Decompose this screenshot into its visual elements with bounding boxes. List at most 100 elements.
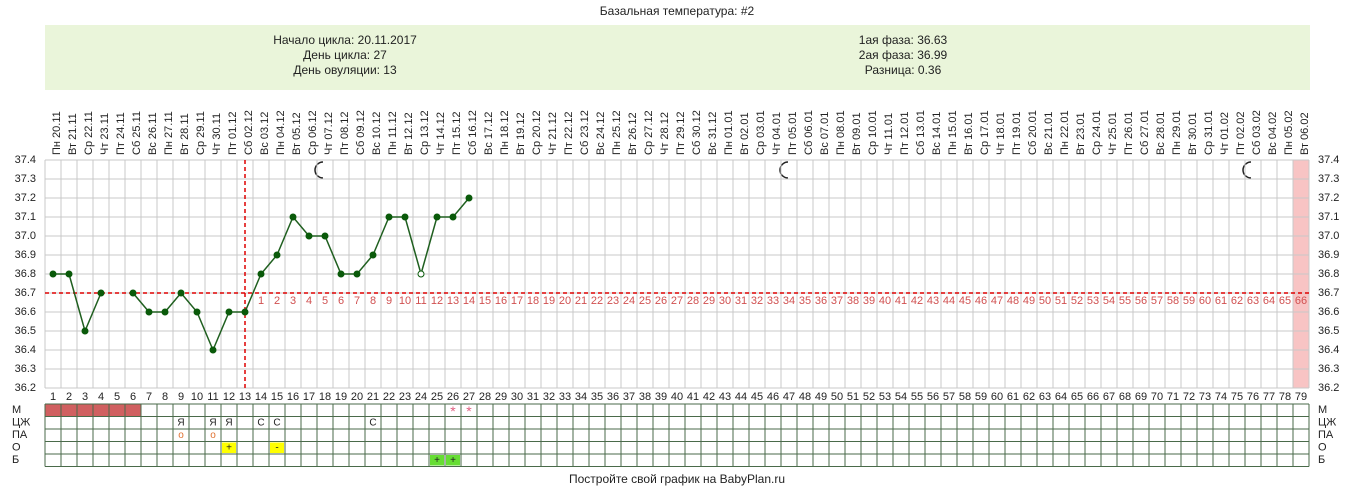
day-number: 27 bbox=[463, 391, 475, 403]
date-label: Сб 13.01 bbox=[915, 110, 927, 155]
date-label: Сб 06.01 bbox=[803, 110, 815, 155]
date-label: Вт 23.01 bbox=[1075, 112, 1087, 155]
date-label: Пн 11.12 bbox=[387, 111, 399, 155]
post-ovulation-day: 23 bbox=[607, 295, 619, 307]
y-tick-label: 36.9 bbox=[15, 249, 36, 261]
temperature-point bbox=[145, 308, 153, 316]
day-number: 1 bbox=[50, 391, 56, 403]
filled-cell bbox=[125, 404, 141, 417]
day-number: 61 bbox=[1007, 391, 1019, 403]
post-ovulation-day: 22 bbox=[591, 295, 603, 307]
post-ovulation-day: 32 bbox=[751, 295, 763, 307]
day-number: 75 bbox=[1231, 391, 1243, 403]
temperature-point bbox=[369, 251, 377, 259]
y-tick-label-right: 36.5 bbox=[1318, 325, 1339, 337]
date-label: Вс 28.01 bbox=[1155, 112, 1167, 155]
date-label: Ср 29.11 bbox=[195, 111, 207, 155]
filled-cell bbox=[93, 404, 109, 417]
date-label: Вт 21.11 bbox=[67, 113, 79, 155]
day-number: 50 bbox=[831, 391, 843, 403]
y-tick-label: 36.7 bbox=[15, 287, 36, 299]
post-ovulation-day: 2 bbox=[274, 295, 280, 307]
post-ovulation-day: 57 bbox=[1151, 295, 1163, 307]
post-ovulation-day: 60 bbox=[1199, 295, 1211, 307]
date-label: Вс 14.01 bbox=[931, 112, 943, 155]
day-number: 29 bbox=[495, 391, 507, 403]
post-ovulation-day: 50 bbox=[1039, 295, 1051, 307]
day-number: 69 bbox=[1135, 391, 1147, 403]
post-ovulation-day: 38 bbox=[847, 295, 859, 307]
temperature-point bbox=[241, 308, 249, 316]
day-number: 17 bbox=[303, 391, 315, 403]
day-number: 51 bbox=[847, 391, 859, 403]
date-label: Сб 02.12 bbox=[243, 110, 255, 155]
day-number: 33 bbox=[559, 391, 571, 403]
date-label: Вт 19.12 bbox=[515, 112, 527, 155]
y-tick-label: 36.3 bbox=[15, 363, 36, 375]
day-number: 16 bbox=[287, 391, 299, 403]
temperature-point bbox=[449, 213, 457, 221]
date-label: Пн 15.01 bbox=[947, 110, 959, 155]
cell-bg bbox=[430, 455, 444, 466]
day-number: 43 bbox=[719, 391, 731, 403]
date-label: Сб 09.12 bbox=[355, 110, 367, 155]
row-label: О bbox=[12, 442, 21, 454]
day-number: 5 bbox=[114, 391, 120, 403]
day-number: 49 bbox=[815, 391, 827, 403]
day-number: 68 bbox=[1119, 391, 1131, 403]
post-ovulation-day: 4 bbox=[306, 295, 312, 307]
day-number: 66 bbox=[1087, 391, 1099, 403]
post-ovulation-day: 5 bbox=[322, 295, 328, 307]
date-label: Пт 12.01 bbox=[899, 111, 911, 155]
day-number: 3 bbox=[82, 391, 88, 403]
row-label-right: М bbox=[1318, 404, 1327, 416]
post-ovulation-day: 64 bbox=[1263, 295, 1275, 307]
cell-text: С bbox=[273, 417, 280, 428]
day-number: 11 bbox=[207, 391, 218, 403]
day-number: 13 bbox=[239, 391, 251, 403]
day-number: 48 bbox=[799, 391, 811, 403]
y-tick-label-right: 37.1 bbox=[1318, 211, 1339, 223]
temperature-point bbox=[321, 232, 329, 240]
filled-cell bbox=[109, 404, 125, 417]
post-ovulation-day: 63 bbox=[1247, 295, 1259, 307]
y-tick-label-right: 37.4 bbox=[1318, 154, 1339, 166]
day-number: 21 bbox=[367, 391, 379, 403]
date-label: Ср 17.01 bbox=[979, 110, 991, 155]
post-ovulation-day: 58 bbox=[1167, 295, 1179, 307]
post-ovulation-day: 36 bbox=[815, 295, 827, 307]
y-tick-label-right: 36.6 bbox=[1318, 306, 1339, 318]
date-label: Сб 27.01 bbox=[1139, 110, 1151, 155]
date-label: Вс 03.12 bbox=[259, 112, 271, 155]
info-right: Разница: 0.36 bbox=[865, 63, 942, 77]
cell-text: С bbox=[369, 417, 376, 428]
day-number: 73 bbox=[1199, 391, 1211, 403]
date-label: Вс 07.01 bbox=[819, 112, 831, 155]
post-ovulation-day: 9 bbox=[386, 295, 392, 307]
moons bbox=[314, 161, 1252, 179]
temperature-point bbox=[337, 270, 345, 278]
date-label: Пн 29.01 bbox=[1171, 110, 1183, 155]
date-label: Вс 31.12 bbox=[707, 112, 719, 155]
temperature-line bbox=[53, 197, 470, 352]
post-ovulation-day: 30 bbox=[719, 295, 731, 307]
day-number: 32 bbox=[543, 391, 555, 403]
post-ovulation-day: 11 bbox=[415, 295, 426, 307]
filled-cell bbox=[77, 404, 93, 417]
temperature-point bbox=[353, 270, 361, 278]
day-number: 78 bbox=[1279, 391, 1291, 403]
info-left: День цикла: 27 bbox=[303, 48, 387, 62]
cell-text: * bbox=[450, 403, 456, 419]
day-number: 47 bbox=[783, 391, 795, 403]
date-label: Вт 28.11 bbox=[179, 113, 191, 155]
info-right: 2ая фаза: 36.99 bbox=[859, 48, 948, 62]
post-ovulation-day: 56 bbox=[1135, 295, 1147, 307]
temperature-point bbox=[305, 232, 313, 240]
footer: Постройте свой график на BabyPlan.ru bbox=[569, 472, 785, 486]
day-number: 20 bbox=[351, 391, 363, 403]
date-label: Сб 23.12 bbox=[579, 110, 591, 155]
day-number: 40 bbox=[671, 391, 683, 403]
post-ovulation-day: 62 bbox=[1231, 295, 1243, 307]
day-number: 2 bbox=[66, 391, 72, 403]
date-label: Чт 04.01 bbox=[771, 112, 783, 155]
